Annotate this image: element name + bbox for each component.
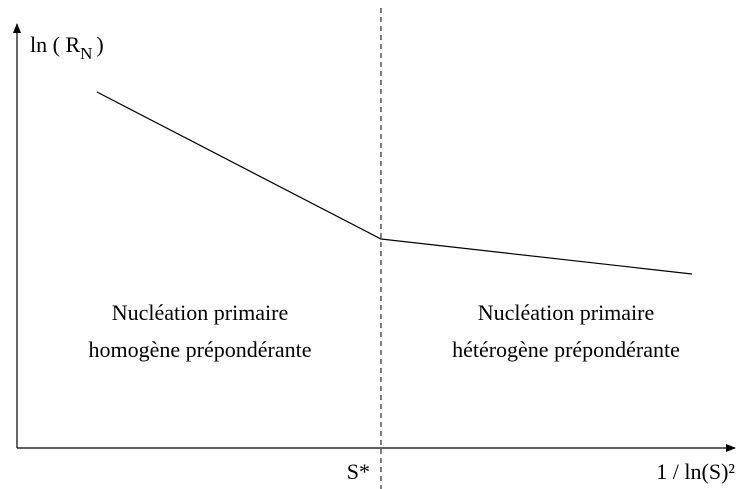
y-label-subscript: N	[80, 44, 92, 63]
x-axis-label: 1 / ln(S)²	[656, 459, 735, 484]
curve	[96, 91, 693, 275]
threshold-label: S*	[347, 459, 370, 484]
y-label-close: )	[96, 32, 103, 57]
region-text: Nucléation primaire	[112, 300, 289, 325]
region-text: homogène prépondérante	[89, 337, 312, 362]
y-axis-label: ln ( RN)	[30, 32, 104, 63]
region-text: hétérogène prépondérante	[452, 337, 680, 362]
region-text: Nucléation primaire	[478, 300, 655, 325]
y-label-main: ln ( R	[30, 32, 80, 57]
